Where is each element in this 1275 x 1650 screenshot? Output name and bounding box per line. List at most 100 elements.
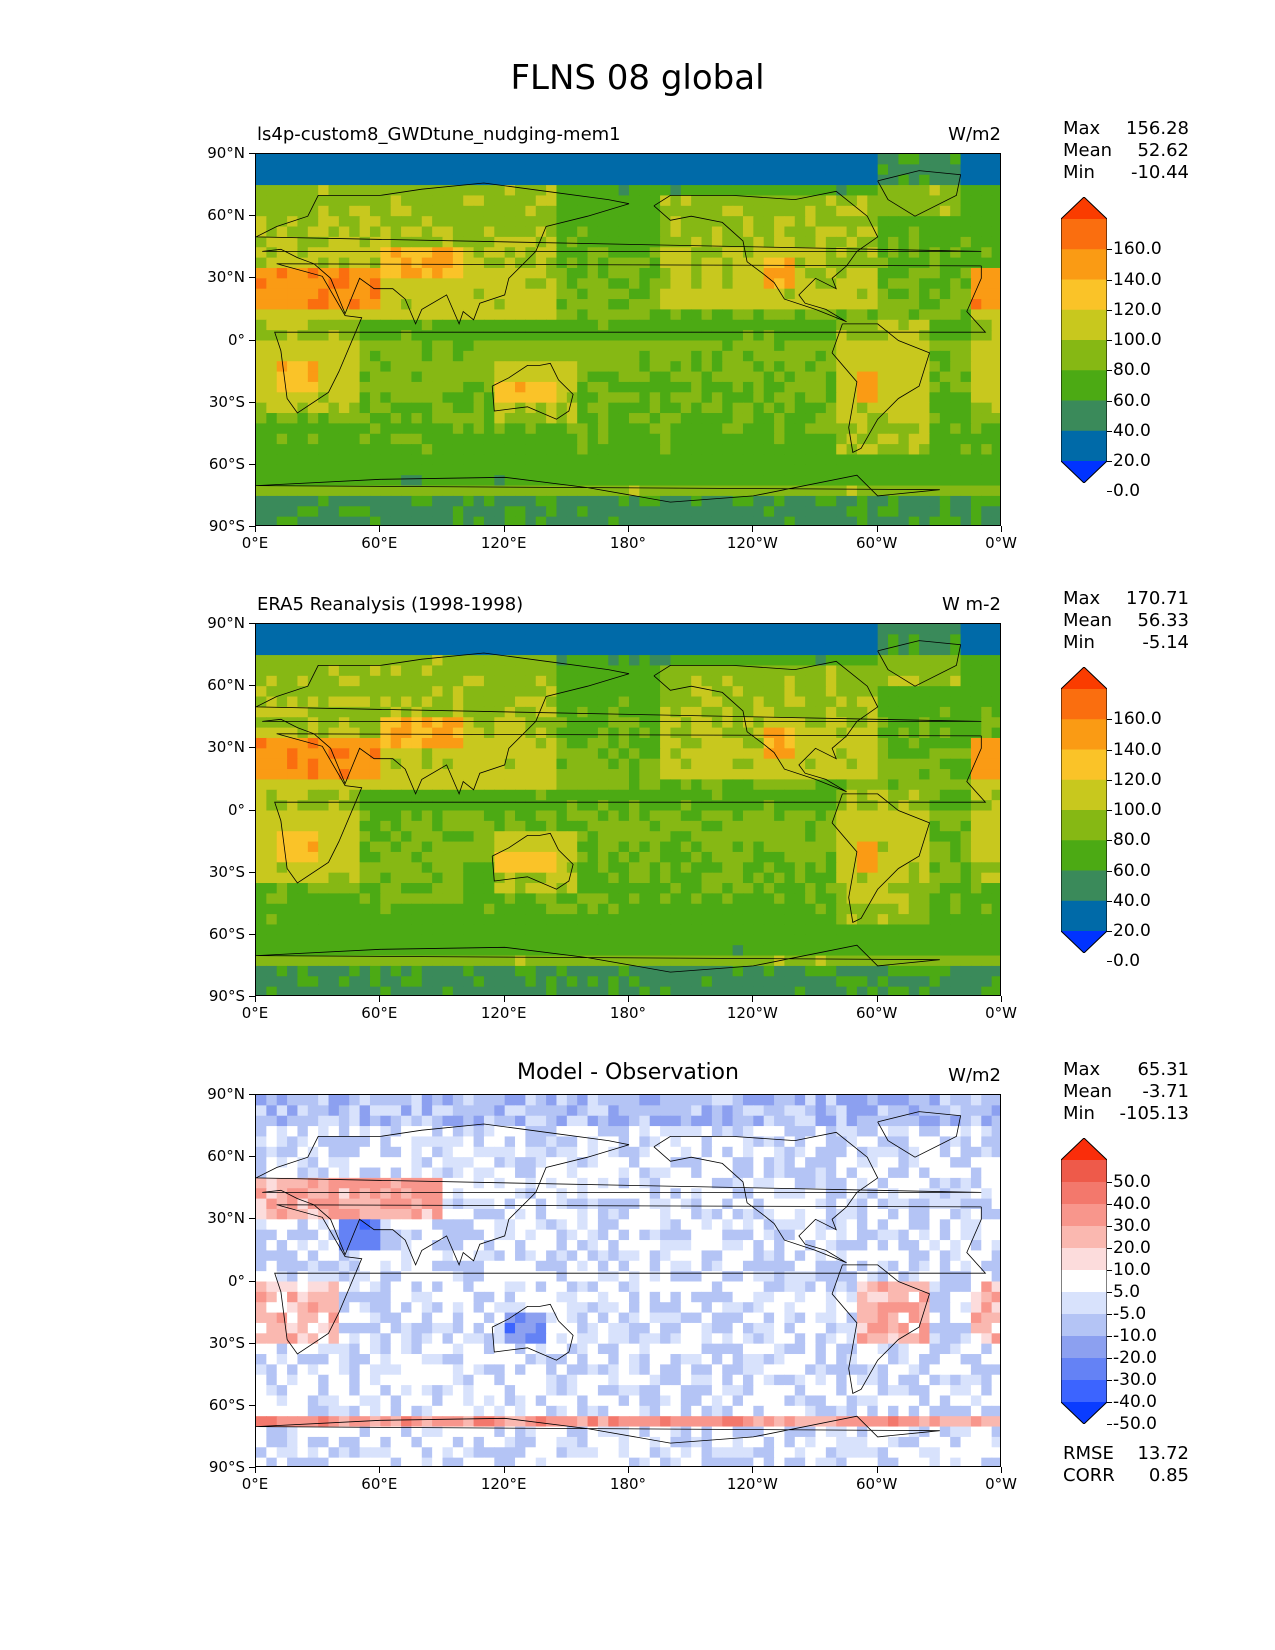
map-cell bbox=[618, 381, 630, 393]
map-cell bbox=[566, 257, 578, 269]
map-cell bbox=[742, 423, 754, 435]
map-cell bbox=[266, 862, 278, 874]
map-cell bbox=[950, 903, 962, 915]
figure-title: FLNS 08 global bbox=[510, 58, 765, 98]
map-cell bbox=[287, 955, 299, 967]
map-cell bbox=[287, 945, 299, 957]
map-cell bbox=[867, 914, 879, 926]
map-cell bbox=[732, 675, 744, 687]
map-cell bbox=[442, 423, 454, 435]
map-cell bbox=[546, 154, 558, 165]
map-cell bbox=[939, 371, 951, 383]
map-cell bbox=[670, 706, 682, 718]
map-cell bbox=[546, 392, 558, 404]
map-cell bbox=[618, 924, 630, 936]
map-cell bbox=[349, 330, 361, 342]
map-cell bbox=[515, 288, 526, 300]
map-cell bbox=[525, 516, 537, 525]
map-cell bbox=[639, 872, 651, 884]
lon-tick-mark bbox=[503, 526, 505, 532]
map-cell bbox=[287, 893, 299, 905]
map-cell bbox=[784, 309, 796, 321]
map-cell bbox=[494, 872, 506, 884]
map-cell bbox=[939, 402, 951, 414]
map-cell bbox=[421, 247, 433, 259]
map-cell bbox=[763, 655, 775, 667]
map-cell bbox=[877, 696, 889, 708]
map-cell bbox=[411, 164, 423, 176]
map-cell bbox=[411, 934, 423, 946]
map-cell bbox=[939, 444, 951, 456]
map-cell bbox=[608, 820, 620, 832]
map-cell bbox=[711, 402, 723, 414]
map-cell bbox=[960, 433, 972, 445]
map-cell bbox=[328, 955, 340, 967]
map-cell bbox=[856, 247, 868, 259]
map-cell bbox=[742, 862, 754, 874]
map-cell bbox=[608, 154, 620, 165]
map-cell bbox=[556, 278, 568, 290]
map-cell bbox=[805, 154, 817, 165]
map-cell bbox=[742, 717, 754, 729]
map-cell bbox=[898, 903, 910, 915]
map-cell bbox=[276, 164, 288, 176]
map-cell bbox=[981, 185, 993, 197]
map-cell bbox=[898, 444, 910, 456]
map-cell bbox=[981, 475, 993, 487]
map-cell bbox=[338, 475, 350, 487]
map-cell bbox=[556, 851, 568, 863]
map-cell bbox=[960, 516, 972, 525]
map-cell bbox=[950, 624, 962, 635]
map-cell bbox=[701, 340, 713, 352]
map-cell bbox=[421, 934, 433, 946]
colorbar-label: 20.0 bbox=[1113, 451, 1151, 471]
map-cell bbox=[929, 851, 941, 863]
map-cell bbox=[442, 717, 454, 729]
map-cell bbox=[369, 675, 381, 687]
map-cell bbox=[825, 392, 837, 404]
map-cell bbox=[919, 164, 931, 176]
map-cell bbox=[307, 392, 319, 404]
map-cell bbox=[515, 934, 526, 946]
map-cell bbox=[494, 748, 506, 760]
map-cell bbox=[473, 267, 485, 279]
map-cell bbox=[473, 226, 485, 238]
map-cell bbox=[328, 872, 340, 884]
map-cell bbox=[297, 851, 309, 863]
map-cell bbox=[856, 464, 868, 476]
map-cell bbox=[919, 655, 931, 667]
map-cell bbox=[629, 706, 640, 718]
map-cell bbox=[722, 454, 734, 466]
map-cell bbox=[401, 495, 413, 507]
map-cell bbox=[670, 485, 682, 497]
map-cell bbox=[390, 758, 402, 770]
map-cell bbox=[618, 444, 630, 456]
map-cell bbox=[856, 423, 868, 435]
map-cell bbox=[328, 247, 340, 259]
map-cell bbox=[732, 330, 744, 342]
map-cell bbox=[639, 444, 651, 456]
map-cell bbox=[494, 820, 506, 832]
map-cell bbox=[556, 893, 568, 905]
map-cell bbox=[390, 516, 402, 525]
map-cell bbox=[815, 330, 827, 342]
map-cell bbox=[452, 236, 464, 248]
map-cell bbox=[328, 506, 340, 518]
map-cell bbox=[359, 800, 371, 812]
map-cell bbox=[898, 893, 910, 905]
map-cell bbox=[867, 350, 879, 362]
map-cell bbox=[660, 205, 672, 217]
map-cell bbox=[473, 319, 485, 331]
map-cell bbox=[483, 883, 495, 894]
map-cell bbox=[587, 267, 599, 279]
map-cell bbox=[432, 872, 444, 884]
map-cell bbox=[349, 624, 361, 635]
map-cell bbox=[701, 236, 713, 248]
map-cell bbox=[442, 402, 454, 414]
map-cell bbox=[856, 216, 868, 228]
map-cell bbox=[359, 706, 371, 718]
map-cell bbox=[639, 402, 651, 414]
map-cell bbox=[660, 914, 672, 926]
map-cell bbox=[307, 278, 319, 290]
map-cell bbox=[369, 309, 381, 321]
